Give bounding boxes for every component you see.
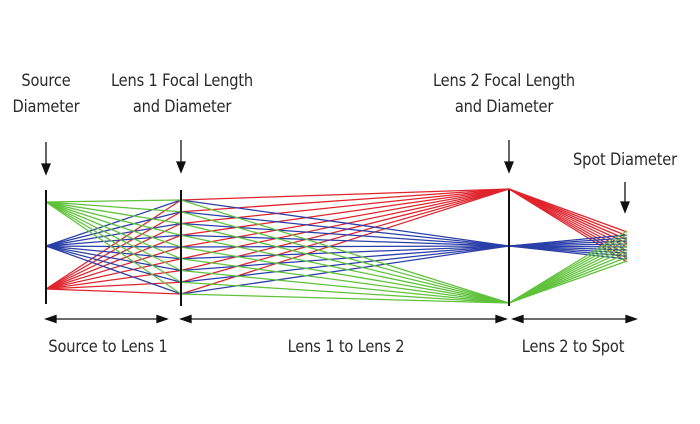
blue-ray-source-to-lens1 [45, 199, 182, 247]
lens-2-focal-label: Lens 2 Focal Length and Diameter [427, 68, 582, 120]
lens-1-arrow [176, 140, 186, 174]
green-ray-source-to-lens1 [45, 201, 182, 283]
red-ray-source-to-lens1 [45, 199, 182, 290]
green-ray-lens1-to-lens2 [180, 211, 510, 304]
blue-ray-lens1-to-lens2 [180, 245, 510, 248]
lens-2-focal-line-2: and Diameter [454, 97, 554, 117]
green-ray-source-to-lens1 [45, 201, 182, 272]
blue-ray-source-to-lens1 [45, 211, 182, 247]
green-ray-source-to-lens1 [45, 201, 182, 248]
source-diameter-line-2: Diameter [12, 97, 80, 117]
red-ray-lens1-to-lens2 [180, 188, 510, 213]
lens1-to-lens2-label: Lens 1 to Lens 2 [287, 337, 405, 357]
lens1-to-lens2-dimension [179, 314, 508, 324]
spot-diameter-label: Spot Diameter [573, 150, 677, 170]
blue-ray-lens2-to-spot [508, 245, 628, 260]
red-ray-lens1-to-lens2 [180, 188, 510, 201]
ray-bundles [45, 188, 628, 304]
blue-ray-lens1-to-lens2 [180, 222, 510, 247]
source-diameter-line-1: Source [21, 71, 71, 91]
red-ray-lens1-to-lens2 [180, 188, 510, 295]
red-ray-source-to-lens1 [45, 269, 182, 290]
green-ray-lens1-to-lens2 [180, 269, 510, 304]
spot-diameter-arrow [620, 182, 630, 214]
green-ray-source-to-lens1 [45, 201, 182, 236]
lens2-to-spot-label: Lens 2 to Spot [521, 337, 625, 357]
blue-ray-source-to-lens1 [45, 245, 182, 248]
green-ray-lens1-to-lens2 [180, 234, 510, 304]
green-ray-lens1-to-lens2 [180, 199, 510, 304]
red-ray-source-to-lens1 [45, 281, 182, 290]
blue-ray-source-to-lens1 [45, 245, 182, 272]
lens-2-arrow [504, 140, 514, 174]
green-ray-lens1-to-lens2 [180, 293, 510, 304]
blue-ray-source-to-lens1 [45, 245, 182, 260]
lens-1-focal-label: Lens 1 Focal Length and Diameter [105, 68, 260, 120]
red-ray-source-to-lens1 [45, 211, 182, 290]
green-ray-source-to-lens1 [45, 199, 182, 203]
blue-ray-source-to-lens1 [45, 245, 182, 283]
green-ray-lens2-to-spot [508, 260, 628, 304]
green-ray-lens1-to-lens2 [180, 222, 510, 304]
green-ray-lens1-to-lens2 [180, 246, 510, 304]
green-ray-lens1-to-lens2 [180, 258, 510, 304]
green-ray-source-to-lens1 [45, 201, 182, 213]
green-ray-source-to-lens1 [45, 201, 182, 225]
lens-2-focal-line-1: Lens 2 Focal Length [432, 71, 576, 91]
source-diameter-arrow [41, 142, 51, 176]
blue-ray-source-to-lens1 [45, 222, 182, 247]
red-ray-source-to-lens1 [45, 258, 182, 290]
green-ray-source-to-lens1 [45, 201, 182, 295]
lens-1-focal-line-2: and Diameter [132, 97, 232, 117]
lens2-to-spot-dimension [511, 314, 638, 324]
red-ray-source-to-lens1 [45, 234, 182, 290]
green-ray-lens1-to-lens2 [180, 281, 510, 304]
red-ray-source-to-lens1 [45, 222, 182, 290]
blue-ray-lens1-to-lens2 [180, 199, 510, 247]
red-ray-source-to-lens1 [45, 288, 182, 295]
lens-1-focal-line-1: Lens 1 Focal Length [110, 71, 254, 91]
source-to-lens1-label: Source to Lens 1 [48, 337, 168, 357]
green-ray-source-to-lens1 [45, 201, 182, 260]
blue-ray-source-to-lens1 [45, 234, 182, 247]
blue-ray-source-to-lens1 [45, 245, 182, 295]
source-diameter-label: Source Diameter [5, 68, 88, 120]
source-to-lens1-dimension [44, 314, 169, 324]
red-ray-source-to-lens1 [45, 246, 182, 290]
